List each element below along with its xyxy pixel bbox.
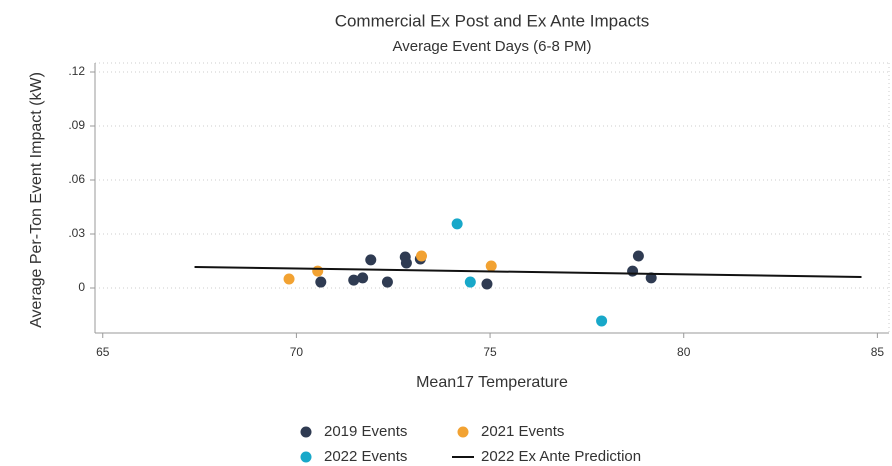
scatter-point: [416, 250, 428, 262]
scatter-point: [365, 254, 377, 266]
y-tick-label: 0: [78, 280, 85, 294]
scatter-point: [596, 315, 608, 327]
legend-label: 2022 Events: [324, 448, 407, 465]
legend-swatch: [300, 426, 312, 438]
scatter-point: [451, 218, 463, 230]
scatter-point: [283, 273, 295, 285]
legend-swatch: [300, 451, 312, 463]
legend-label: 2019 Events: [324, 423, 407, 440]
scatter-point: [315, 276, 327, 288]
y-tick-label: .06: [68, 172, 85, 186]
legend-label: 2021 Events: [481, 423, 564, 440]
scatter-point: [485, 260, 497, 272]
x-tick-label: 65: [96, 345, 110, 359]
y-tick-label: .12: [68, 64, 85, 78]
scatter-point: [481, 278, 493, 290]
scatter-point: [400, 257, 412, 269]
scatter-point: [627, 265, 639, 277]
prediction-line: [194, 265, 862, 279]
x-tick-label: 80: [677, 345, 691, 359]
x-tick-label: 85: [871, 345, 885, 359]
scatter-point: [645, 272, 657, 284]
scatter-point: [632, 250, 644, 262]
x-tick-label: 75: [483, 345, 497, 359]
scatter-point: [357, 272, 369, 284]
scatter-point: [464, 276, 476, 288]
scatter-point: [348, 274, 360, 286]
y-tick-label: .09: [68, 118, 85, 132]
x-tick-label: 70: [290, 345, 304, 359]
legend-swatch: [457, 426, 469, 438]
scatter-point: [312, 265, 324, 277]
legend-label: 2022 Ex Ante Prediction: [481, 448, 641, 465]
scatter-point: [381, 276, 393, 288]
x-axis-label: Mean17 Temperature: [416, 374, 568, 391]
y-axis-label: Average Per-Ton Event Impact (kW): [28, 72, 45, 328]
chart-title: Commercial Ex Post and Ex Ante Impacts: [335, 11, 650, 30]
chart-subtitle: Average Event Days (6-8 PM): [393, 38, 592, 55]
y-tick-label: .03: [68, 226, 85, 240]
